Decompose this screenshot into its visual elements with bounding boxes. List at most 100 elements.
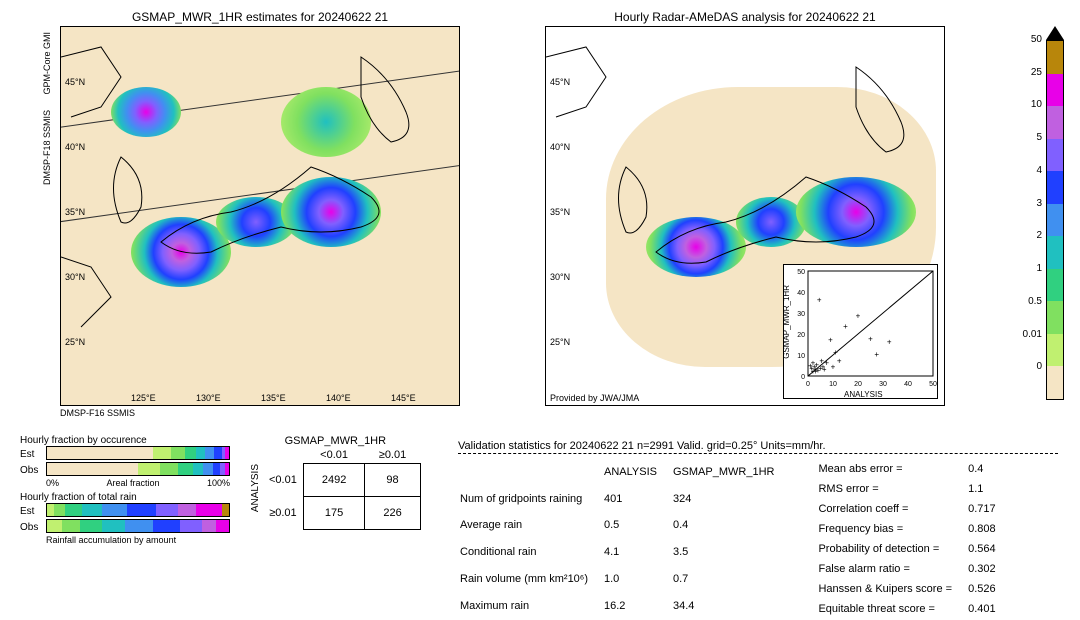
score-val: 1.1 bbox=[968, 480, 1010, 498]
val-b: 34.4 bbox=[673, 593, 788, 618]
score-val: 0.526 bbox=[968, 580, 1010, 598]
xlabel-c: Areal fraction bbox=[59, 478, 207, 488]
hourly-title2: Hourly fraction of total rain bbox=[20, 492, 230, 503]
contingency-block: GSMAP_MWR_1HR ANALYSIS <0.01 ≥0.01 <0.01… bbox=[250, 435, 421, 530]
svg-text:10: 10 bbox=[797, 353, 805, 360]
score-val: 0.302 bbox=[968, 560, 1010, 578]
val-b: 0.4 bbox=[673, 513, 788, 538]
score-label: False alarm ratio = bbox=[818, 560, 966, 578]
colorbar-label: 0 bbox=[1036, 361, 1042, 372]
ytick: 45°N bbox=[550, 77, 570, 87]
validation-header: Validation statistics for 20240622 21 n=… bbox=[458, 440, 1058, 454]
svg-text:+: + bbox=[837, 356, 842, 365]
bar-obs-occ bbox=[46, 462, 230, 476]
svg-text:+: + bbox=[817, 296, 822, 305]
svg-text:+: + bbox=[856, 311, 861, 320]
val-label: Num of gridpoints raining bbox=[460, 486, 602, 511]
svg-text:+: + bbox=[887, 338, 892, 347]
ytick: 25°N bbox=[65, 337, 85, 347]
svg-text:40: 40 bbox=[904, 381, 912, 388]
val-a: 401 bbox=[604, 486, 671, 511]
colorbar-over-triangle-icon bbox=[1046, 26, 1064, 40]
svg-text:+: + bbox=[843, 322, 848, 331]
ytick: 40°N bbox=[550, 142, 570, 152]
row-label: Obs bbox=[20, 465, 42, 476]
col1: ANALYSIS bbox=[604, 460, 671, 484]
xlabel-l: 0% bbox=[46, 478, 59, 488]
colorbar-label: 3 bbox=[1036, 198, 1042, 209]
row-label: Est bbox=[20, 449, 42, 460]
row-header: <0.01 bbox=[263, 464, 303, 497]
col-header: <0.01 bbox=[303, 447, 364, 464]
colorbar-label: 0.5 bbox=[1028, 296, 1042, 307]
xtick: 145°E bbox=[391, 393, 416, 403]
xtick: 135°E bbox=[261, 393, 286, 403]
score-val: 0.564 bbox=[968, 540, 1010, 558]
score-val: 0.808 bbox=[968, 520, 1010, 538]
bar-obs-rain bbox=[46, 519, 230, 533]
score-label: Probability of detection = bbox=[818, 540, 966, 558]
colorbar-label: 25 bbox=[1031, 67, 1042, 78]
val-label: Average rain bbox=[460, 513, 602, 538]
val-b: 0.7 bbox=[673, 566, 788, 591]
ytick: 35°N bbox=[550, 207, 570, 217]
right-panel: Hourly Radar-AMeDAS analysis for 2024062… bbox=[545, 10, 945, 406]
hourly-title1: Hourly fraction by occurence bbox=[20, 435, 230, 446]
score-table: Mean abs error =0.4RMS error =1.1Correla… bbox=[816, 458, 1011, 620]
svg-text:40: 40 bbox=[797, 290, 805, 297]
provided-label: Provided by JWA/JMA bbox=[550, 393, 639, 403]
colorbar-label: 10 bbox=[1031, 99, 1042, 110]
svg-text:0: 0 bbox=[801, 374, 805, 381]
svg-text:10: 10 bbox=[829, 381, 837, 388]
validation-block: Validation statistics for 20240622 21 n=… bbox=[458, 440, 1058, 620]
ytick: 30°N bbox=[65, 272, 85, 282]
svg-text:+: + bbox=[874, 350, 879, 359]
svg-text:20: 20 bbox=[797, 332, 805, 339]
val-a: 16.2 bbox=[604, 593, 671, 618]
cell: 98 bbox=[365, 464, 420, 497]
contingency-rowlabel: ANALYSIS bbox=[250, 464, 261, 512]
score-label: RMS error = bbox=[818, 480, 966, 498]
sat-label: DMSP-F16 SSMIS bbox=[60, 408, 135, 418]
score-label: Equitable threat score = bbox=[818, 600, 966, 618]
score-label: Hanssen & Kuipers score = bbox=[818, 580, 966, 598]
svg-text:+: + bbox=[813, 367, 818, 376]
row-label: Obs bbox=[20, 522, 42, 533]
score-label: Correlation coeff = bbox=[818, 500, 966, 518]
val-a: 4.1 bbox=[604, 540, 671, 565]
cell: 175 bbox=[303, 497, 364, 530]
val-a: 1.0 bbox=[604, 566, 671, 591]
colorbar bbox=[1046, 40, 1064, 400]
val-label: Maximum rain bbox=[460, 593, 602, 618]
ytick: 45°N bbox=[65, 77, 85, 87]
colorbar-label: 2 bbox=[1036, 230, 1042, 241]
row-header: ≥0.01 bbox=[263, 497, 303, 530]
val-label: Conditional rain bbox=[460, 540, 602, 565]
ytick: 40°N bbox=[65, 142, 85, 152]
score-label: Mean abs error = bbox=[818, 460, 966, 478]
val-a: 0.5 bbox=[604, 513, 671, 538]
val-label: Rain volume (mm km²10⁶) bbox=[460, 566, 602, 591]
svg-text:+: + bbox=[828, 335, 833, 344]
contingency-table: <0.01 ≥0.01 <0.01 2492 98 ≥0.01 175 226 bbox=[263, 447, 421, 530]
svg-text:+: + bbox=[831, 363, 836, 372]
left-map: 45°N 40°N 35°N 30°N 25°N 125°E 130°E 135… bbox=[60, 26, 460, 406]
svg-text:+: + bbox=[822, 365, 827, 374]
left-panel: GSMAP_MWR_1HR estimates for 20240622 21 … bbox=[60, 10, 460, 406]
svg-text:20: 20 bbox=[854, 381, 862, 388]
score-label: Frequency bias = bbox=[818, 520, 966, 538]
svg-text:50: 50 bbox=[929, 381, 937, 388]
xtick: 125°E bbox=[131, 393, 156, 403]
svg-text:30: 30 bbox=[879, 381, 887, 388]
scatter-plot: ++++++++++++++++++++++++0010102020303040… bbox=[783, 264, 938, 399]
ytick: 25°N bbox=[550, 337, 570, 347]
hourly-title3: Rainfall accumulation by amount bbox=[20, 535, 230, 545]
left-title: GSMAP_MWR_1HR estimates for 20240622 21 bbox=[60, 10, 460, 24]
colorbar-label: 5 bbox=[1036, 132, 1042, 143]
colorbar-label: 1 bbox=[1036, 263, 1042, 274]
xtick: 140°E bbox=[326, 393, 351, 403]
colorbar-label: 0.01 bbox=[1023, 329, 1042, 340]
xtick: 130°E bbox=[196, 393, 221, 403]
ytick: 30°N bbox=[550, 272, 570, 282]
xlabel-r: 100% bbox=[207, 478, 230, 488]
